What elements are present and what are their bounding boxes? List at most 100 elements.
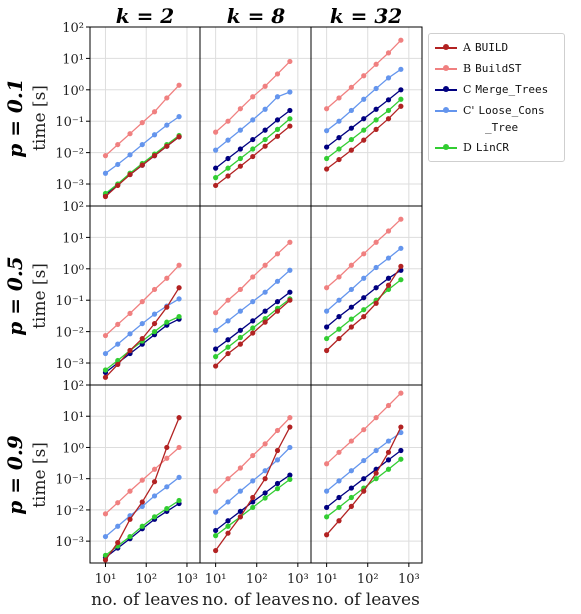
panel-1-2-point-b-0: [213, 129, 219, 135]
panel-2-3-point-d-6: [398, 277, 404, 283]
panel-2-3-point-a-0: [324, 347, 330, 354]
panel-1-3-point-a-5: [385, 116, 392, 122]
panel-1-2-point-a-0: [213, 182, 219, 189]
panel-3-2-point-d-1: [225, 523, 231, 529]
panel-3-3-point-a-2: [348, 503, 354, 509]
panel-1-3-point-d-4: [373, 117, 379, 123]
panel-1-1-ytick-label-1: 10⁻²: [55, 147, 84, 162]
panel-2-1-point-b-4: [151, 286, 158, 293]
panel-3-2-point-a-1: [225, 530, 231, 536]
panel-1-3-point-c-3: [361, 116, 367, 122]
panel-3-3-point-d-5: [385, 466, 392, 472]
panel-3-1-point-d-0: [102, 552, 109, 558]
panel-3-3-point-c-0: [324, 504, 330, 511]
panel-1-3-point-b-6: [398, 37, 404, 43]
panel-3-2-point-a-5: [274, 447, 281, 454]
panel-3-2-point-c-prime-4: [262, 468, 268, 474]
ylabel-row1: time [s]: [30, 85, 50, 151]
panel-3-3-point-a-0: [324, 532, 330, 538]
panel-2-2-point-b-6: [287, 239, 293, 245]
xlabel-col1: no. of leaves: [91, 590, 199, 610]
panel-2-3-point-c-prime-2: [348, 286, 354, 293]
panel-3-2-point-b-0: [213, 488, 219, 494]
panel-1-3-point-a-4: [373, 126, 379, 132]
panel-2-1-point-c-prime-4: [151, 311, 158, 317]
panel-1-3-point-d-5: [385, 107, 392, 114]
panel-2-3-point-c-3: [361, 295, 367, 301]
panel-3-3-point-a-1: [336, 518, 342, 524]
panel-3-1-point-d-4: [151, 514, 158, 520]
panel-1-1-point-b-5: [164, 95, 170, 101]
panel-3-2-point-d-0: [213, 533, 219, 539]
panel-1-3-point-d-1: [336, 146, 342, 152]
panel-3-3-point-c-5: [385, 457, 392, 463]
legend-prefix-d: D: [463, 141, 472, 154]
panel-1-1-point-a-2: [127, 171, 133, 178]
ylabel-row3: time [s]: [30, 442, 50, 508]
panel-2-1-point-d-4: [151, 329, 158, 335]
panel-2-3-point-c-4: [373, 285, 379, 291]
panel-1-3-point-d-6: [398, 96, 404, 102]
panel-3-1-point-b-5: [164, 455, 170, 461]
panel-2-3-point-a-4: [373, 300, 379, 306]
panel-3-3-frame: [310, 384, 423, 564]
panel-2-1-point-a-4: [151, 320, 158, 327]
panel-3-3-point-b-5: [385, 402, 392, 409]
panel-3-1-ytick-label-3: 10⁰: [62, 441, 84, 456]
panel-1-1-point-b-1: [115, 141, 121, 148]
panel-1-3-point-c-5: [385, 97, 392, 103]
panel-3-3-point-a-3: [361, 488, 367, 494]
panel-3-1-point-d-5: [164, 506, 170, 512]
row-title-p01: p = 0.1: [3, 78, 27, 157]
panel-3-2-point-a-2: [237, 514, 243, 520]
legend-name-a: BUILD: [474, 41, 509, 54]
panel-2-2-point-b-0: [213, 310, 219, 316]
panel-3-2-point-c-prime-2: [237, 488, 243, 494]
panel-1-1-point-c-prime-5: [164, 122, 170, 128]
panel-3-1-point-a-3: [139, 499, 145, 505]
panel-2-1-ytick-label-5: 10²: [62, 200, 84, 215]
panel-2-2-point-b-4: [262, 262, 268, 268]
panel-3-2-point-b-4: [262, 441, 268, 447]
panel-1-3-point-c-prime-2: [348, 107, 354, 114]
panel-2-2-point-a-1: [225, 350, 231, 357]
panel-2-3-point-c-prime-1: [336, 297, 342, 303]
panel-1-1-point-a-3: [139, 162, 145, 168]
panel-3-2-point-c-6: [287, 472, 293, 478]
legend-name-c-prime-line2: _Tree: [485, 121, 519, 134]
panel-1-1-point-a-1: [115, 182, 121, 189]
panel-2-2-point-b-3: [250, 274, 256, 280]
panel-2-1-point-c-prime-3: [139, 320, 145, 327]
panel-2-1-point-c-prime-1: [115, 341, 121, 347]
panel-3-3-point-c-3: [361, 476, 367, 482]
panel-2-1-point-d-1: [115, 357, 121, 364]
legend-item-c-prime: C' Loose_Cons: [429, 101, 564, 121]
panel-1-2-point-c-1: [225, 155, 231, 162]
col-title-k8: k = 8: [227, 4, 286, 28]
panel-3-1-ytick-label-1: 10⁻²: [55, 504, 84, 519]
panel-2-1-point-d-5: [164, 319, 170, 325]
panel-3-1-point-b-4: [151, 466, 158, 472]
panel-3-2-point-b-3: [250, 452, 256, 459]
panel-3-2-xtick-label-2: 10³: [287, 572, 309, 587]
panel-3-1-point-b-0: [102, 511, 109, 517]
row-title-p05: p = 0.5: [3, 256, 27, 335]
panel-2-2-point-b-2: [237, 286, 243, 293]
panel-3-1-xtick-label-1: 10²: [135, 572, 157, 587]
panel-1-3-point-a-2: [348, 147, 354, 153]
panel-2-3-point-c-5: [385, 275, 392, 281]
panel-2-3-point-c-0: [324, 324, 330, 330]
panel-1-3-point-b-0: [324, 106, 330, 112]
panel-2-2-point-b-1: [225, 297, 231, 303]
panel-1-1-point-b-2: [127, 131, 133, 137]
panel-2-1-point-b-0: [102, 332, 109, 339]
panel-1-1-point-b-4: [151, 109, 158, 115]
panel-1-1-frame: [89, 26, 201, 207]
panel-2-2-point-a-4: [262, 319, 268, 325]
panel-2-1-point-a-3: [139, 335, 145, 342]
panel-2-2-point-c-5: [274, 299, 281, 305]
legend-item-a: A BUILD: [429, 38, 564, 58]
panel-1-1-ytick-label-0: 10⁻³: [55, 178, 84, 193]
panel-3-2-point-b-2: [237, 465, 243, 471]
panel-3-1-point-a-5: [164, 444, 170, 451]
